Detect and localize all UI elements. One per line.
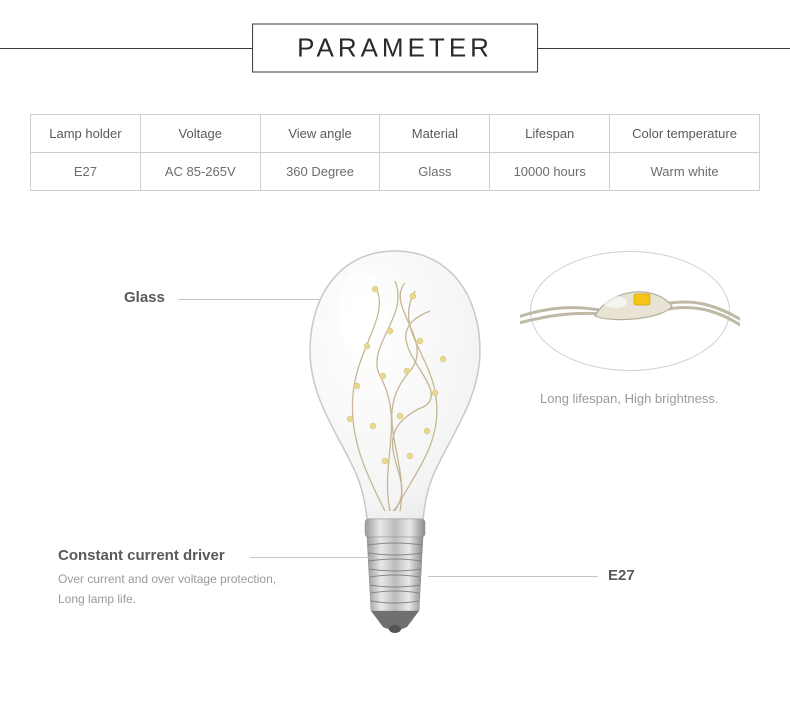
spec-header-cell: Material (380, 115, 490, 153)
spec-header-cell: Lifespan (490, 115, 610, 153)
product-diagram: Glass (0, 211, 790, 681)
callout-driver: Constant current driver Over current and… (58, 547, 276, 608)
spec-value-cell: 360 Degree (260, 153, 380, 191)
spec-header-cell: Voltage (140, 115, 260, 153)
header-title-box: PARAMETER (252, 24, 538, 73)
callout-glass-label: Glass (124, 289, 165, 306)
callout-e27-label: E27 (608, 567, 635, 584)
callout-driver-sub2: Long lamp life. (58, 590, 276, 608)
callout-driver-title: Constant current driver (58, 547, 276, 564)
spec-header-cell: Lamp holder (31, 115, 141, 153)
bulb-base-icon (367, 537, 423, 633)
spec-value-cell: Glass (380, 153, 490, 191)
header-title-text: PARAMETER (297, 33, 493, 64)
spec-header-cell: View angle (260, 115, 380, 153)
spec-table: Lamp holder Voltage View angle Material … (30, 114, 760, 191)
spec-header-row: Lamp holder Voltage View angle Material … (31, 115, 760, 153)
bulb-illustration (295, 241, 495, 641)
spec-value-cell: E27 (31, 153, 141, 191)
spec-value-cell: Warm white (610, 153, 760, 191)
bulb-glass-icon (310, 251, 480, 519)
spec-value-row: E27 AC 85-265V 360 Degree Glass 10000 ho… (31, 153, 760, 191)
section-header: PARAMETER (0, 18, 790, 78)
led-detail-caption: Long lifespan, High brightness. (540, 391, 719, 406)
spec-header-cell: Color temperature (610, 115, 760, 153)
spec-value-cell: 10000 hours (490, 153, 610, 191)
callout-driver-sub1: Over current and over voltage protection… (58, 570, 276, 588)
led-detail-circle (530, 251, 730, 371)
bulb-collar-icon (365, 519, 425, 537)
led-chip-illustration (520, 276, 740, 346)
callout-e27-line (428, 576, 598, 577)
spec-value-cell: AC 85-265V (140, 153, 260, 191)
